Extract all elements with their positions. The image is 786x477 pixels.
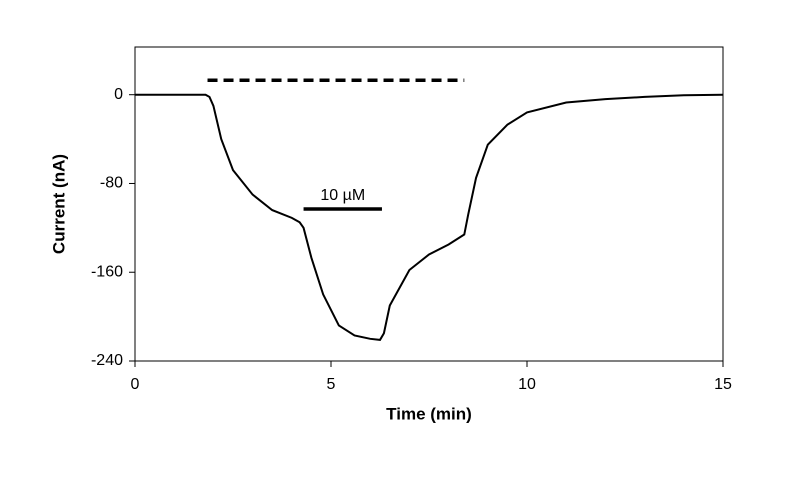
data-line <box>135 93 724 341</box>
x-tick-label: 10 <box>518 376 536 393</box>
y-tick-label: -240 <box>91 352 123 369</box>
plot-frame <box>134 46 724 362</box>
annotation: 10 µM <box>320 187 365 204</box>
x-tick-label: 0 <box>131 376 140 393</box>
y-tick-label: -80 <box>100 175 123 192</box>
y-tick-label: 0 <box>114 86 123 103</box>
x-tick-label: 5 <box>327 376 336 393</box>
x-tick-label: 15 <box>714 376 732 393</box>
x-axis-title: Time (min) <box>386 404 472 423</box>
y-axis-title: Current (nA) <box>49 154 68 254</box>
y-tick-label: -160 <box>91 263 123 280</box>
